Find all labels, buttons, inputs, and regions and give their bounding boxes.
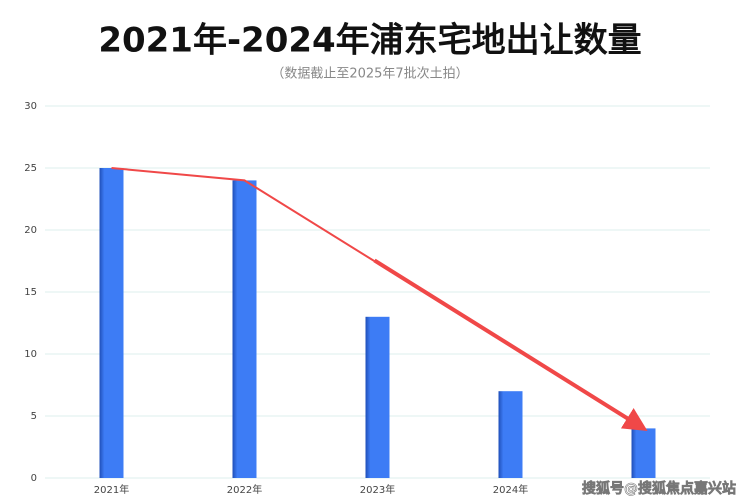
bar — [498, 391, 523, 478]
chart-subtitle: （数据截止至2025年7批次土拍） — [271, 66, 468, 82]
bar — [631, 428, 656, 478]
arrow-shaft — [373, 258, 648, 431]
y-tick-label: 15 — [24, 287, 37, 298]
y-tick-label: 25 — [24, 163, 37, 174]
x-tick-label: 2022年 — [227, 483, 262, 496]
chart-title: 2021年-2024年浦东宅地出让数量 — [98, 21, 641, 61]
bar — [232, 180, 257, 478]
x-tick-label: 2021年 — [94, 483, 129, 496]
y-tick-label: 0 — [31, 473, 37, 484]
x-tick-label: 2024年 — [493, 483, 528, 496]
bar — [365, 316, 390, 478]
y-tick-label: 30 — [24, 101, 37, 112]
y-tick-label: 20 — [24, 225, 37, 236]
x-tick-label: 2023年 — [360, 483, 395, 496]
bar — [99, 168, 124, 478]
y-tick-label: 10 — [24, 349, 37, 360]
y-tick-label: 5 — [31, 411, 37, 422]
watermark: 搜狐号@搜狐焦点嘉兴站 — [582, 480, 736, 497]
